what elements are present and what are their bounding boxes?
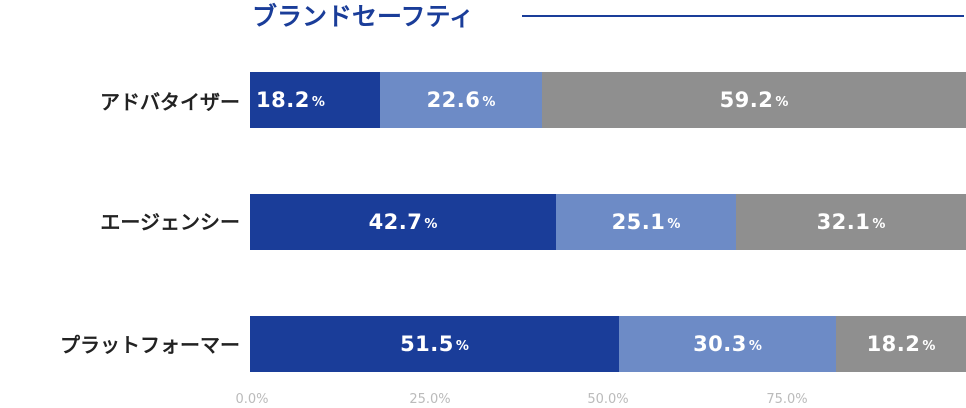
category-label-agency: エージェンシー xyxy=(100,210,240,234)
percent-suffix: % xyxy=(872,217,886,232)
bar-segment: 51.5% xyxy=(250,316,619,372)
percent-suffix: % xyxy=(311,95,325,110)
data-label: 25.1 xyxy=(611,210,666,234)
percent-suffix: % xyxy=(667,217,681,232)
bar-segment: 22.6% xyxy=(380,72,542,128)
percent-suffix: % xyxy=(775,95,789,110)
x-tick-label: 0.0% xyxy=(235,392,269,407)
bar-segment: 25.1% xyxy=(556,194,736,250)
x-tick-label: 75.0% xyxy=(766,392,808,407)
data-label: 18.2 xyxy=(256,88,310,112)
bar-segment: 32.1% xyxy=(736,194,966,250)
category-label-platformer: プラットフォーマー xyxy=(60,333,240,357)
bar-segment: 59.2% xyxy=(542,72,966,128)
x-tick-label: 50.0% xyxy=(587,392,629,407)
bar-advertiser: 18.2% 22.6% 59.2% xyxy=(250,72,966,128)
x-tick-label: 25.0% xyxy=(409,392,451,407)
data-label: 22.6 xyxy=(426,88,481,112)
percent-suffix: % xyxy=(455,339,469,354)
data-label: 59.2 xyxy=(719,88,774,112)
percent-suffix: % xyxy=(748,339,762,354)
percent-suffix: % xyxy=(424,217,438,232)
data-label: 18.2 xyxy=(866,332,921,356)
data-label: 51.5 xyxy=(400,332,454,356)
data-label: 30.3 xyxy=(693,332,747,356)
bar-segment: 18.2% xyxy=(250,72,380,128)
bar-segment: 18.2% xyxy=(836,316,966,372)
percent-suffix: % xyxy=(922,339,936,354)
data-label: 42.7 xyxy=(368,210,423,234)
category-label-advertiser: アドバタイザー xyxy=(100,90,240,114)
chart-title: ブランドセーフティ xyxy=(252,2,475,31)
bar-segment: 30.3% xyxy=(619,316,836,372)
bar-segment: 42.7% xyxy=(250,194,556,250)
bar-agency: 42.7% 25.1% 32.1% xyxy=(250,194,966,250)
title-rule xyxy=(522,15,964,17)
data-label: 32.1 xyxy=(816,210,871,234)
bar-platformer: 51.5% 30.3% 18.2% xyxy=(250,316,966,372)
percent-suffix: % xyxy=(482,95,496,110)
